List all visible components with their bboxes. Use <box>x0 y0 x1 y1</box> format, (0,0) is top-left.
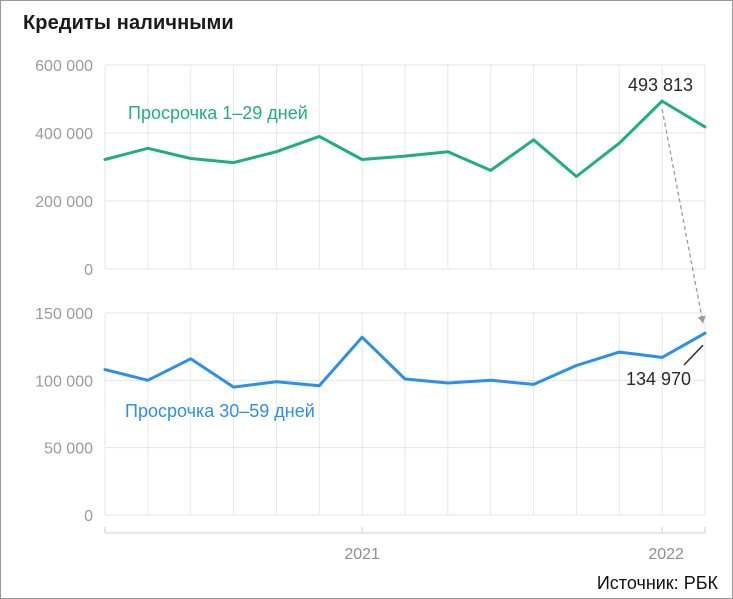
upper-data-point <box>275 150 278 153</box>
lower-data-point <box>661 356 664 359</box>
upper-series-line <box>103 99 707 178</box>
upper-y-tick-label: 0 <box>84 262 93 279</box>
lower-data-point <box>489 379 492 382</box>
lower-data-point <box>618 351 621 354</box>
lower-data-point <box>275 380 278 383</box>
upper-data-point <box>704 125 707 128</box>
x-tick-label: 2021 <box>344 546 380 563</box>
lower-y-tick-label: 150 000 <box>35 306 93 323</box>
source-note: Источник: РБК <box>594 573 720 594</box>
lower-y-tick-label: 0 <box>84 508 93 525</box>
connector-arrow-head <box>697 315 706 324</box>
upper-data-point <box>318 135 321 138</box>
series-label-green: Просрочка 1–29 дней <box>128 103 308 123</box>
upper-data-point <box>189 157 192 160</box>
lower-data-point <box>318 384 321 387</box>
connector-arrow-line <box>661 108 704 324</box>
lower-y-tick-label: 100 000 <box>35 373 93 390</box>
lower-data-point <box>532 383 535 386</box>
upper-data-point <box>104 158 107 161</box>
upper-data-point <box>146 147 149 150</box>
x-tick-label: 2022 <box>648 546 684 563</box>
upper-data-point <box>618 142 621 145</box>
lower-data-point <box>146 379 149 382</box>
annotation-493813: 493 813 <box>628 75 693 95</box>
upper-y-tick-label: 200 000 <box>35 194 93 211</box>
upper-data-point <box>446 150 449 153</box>
upper-data-point <box>489 169 492 172</box>
lower-data-point <box>104 368 107 371</box>
annotation-134970: 134 970 <box>626 369 691 389</box>
upper-y-tick-label: 400 000 <box>35 126 93 143</box>
upper-data-point <box>532 138 535 141</box>
lower-data-point <box>575 364 578 367</box>
lower-data-point <box>361 336 364 339</box>
upper-data-point <box>361 158 364 161</box>
lower-data-point <box>189 357 192 360</box>
series-label-blue: Просрочка 30–59 дней <box>125 401 315 421</box>
lower-y-tick-label: 50 000 <box>44 441 93 458</box>
chart-title: Кредиты наличными <box>23 12 234 34</box>
upper-data-point <box>575 175 578 178</box>
upper-y-tick-label: 600 000 <box>35 58 93 75</box>
lower-data-point <box>446 382 449 385</box>
annotation-leader-line <box>683 344 704 366</box>
lower-data-point <box>232 386 235 389</box>
upper-data-point <box>232 161 235 164</box>
lower-data-point <box>704 332 707 335</box>
lower-data-point <box>404 377 407 380</box>
lower-series-line <box>103 331 707 389</box>
upper-data-point <box>661 100 664 103</box>
upper-data-point <box>404 155 407 158</box>
